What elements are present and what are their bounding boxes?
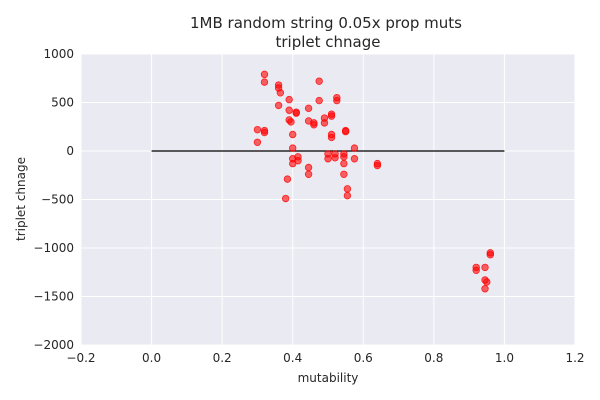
data-point-44 — [340, 159, 348, 168]
data-point-17 — [289, 144, 297, 152]
x-tick-label-0: −0.2 — [66, 351, 95, 365]
y-tick-label-2: −1000 — [33, 241, 74, 255]
data-point-41 — [331, 154, 339, 162]
data-point-51 — [343, 191, 352, 200]
x-tick-label-5: 0.8 — [424, 351, 443, 365]
data-point-15 — [253, 138, 262, 146]
data-point-16 — [289, 130, 297, 139]
data-point-39 — [327, 133, 336, 142]
data-point-11 — [287, 118, 295, 126]
y-axis-label: triplet chnage — [14, 157, 28, 241]
x-tick-label-6: 1.0 — [495, 351, 514, 365]
chart-title-line-1: 1MB random string 0.05x prop muts — [190, 14, 462, 32]
data-point-50 — [343, 185, 352, 193]
data-point-43 — [333, 96, 341, 105]
x-ticks: −0.2 0.0 0.2 0.4 0.6 0.8 1.0 1.2 — [66, 351, 584, 365]
data-point-53 — [350, 155, 359, 163]
x-tick-label-7: 1.2 — [565, 351, 584, 365]
data-point-12 — [253, 125, 262, 134]
data-point-14 — [260, 128, 269, 137]
data-point-45 — [340, 170, 348, 178]
data-point-22 — [283, 175, 292, 183]
data-point-0 — [260, 70, 269, 79]
data-point-49 — [341, 127, 350, 136]
data-point-6 — [285, 95, 293, 104]
data-point-29 — [310, 121, 318, 129]
data-point-21 — [289, 159, 297, 168]
data-point-31 — [315, 96, 323, 105]
data-point-5 — [274, 101, 283, 110]
data-point-61 — [481, 285, 489, 293]
data-point-25 — [304, 170, 313, 178]
y-tick-label-0: −2000 — [33, 338, 74, 352]
data-point-37 — [327, 112, 336, 120]
data-point-1 — [260, 78, 269, 86]
data-point-60 — [483, 278, 491, 286]
y-tick-label-4: 0 — [66, 144, 74, 158]
data-point-26 — [304, 104, 313, 113]
data-point-24 — [304, 163, 313, 172]
x-tick-label-4: 0.6 — [354, 351, 373, 365]
data-point-55 — [373, 161, 382, 170]
grid — [80, 53, 576, 346]
y-tick-label-1: −1500 — [33, 290, 74, 304]
x-tick-label-3: 0.4 — [283, 351, 302, 365]
x-axis-label: mutability — [298, 371, 359, 385]
x-tick-label-2: 0.2 — [213, 351, 232, 365]
data-point-4 — [276, 89, 285, 97]
data-point-58 — [481, 263, 489, 272]
data-point-23 — [281, 194, 290, 203]
chart-title-line-2: triplet chnage — [276, 33, 381, 51]
data-point-7 — [285, 106, 293, 114]
data-point-63 — [486, 251, 495, 259]
data-point-57 — [472, 266, 480, 275]
data-point-52 — [350, 144, 359, 152]
points — [253, 70, 495, 293]
data-point-33 — [320, 119, 329, 127]
data-point-47 — [340, 153, 348, 161]
x-tick-label-1: 0.0 — [142, 351, 161, 365]
y-tick-label-5: 500 — [51, 96, 74, 110]
data-point-35 — [324, 155, 332, 163]
data-point-9 — [292, 109, 300, 117]
y-tick-label-6: 1000 — [43, 47, 74, 61]
data-point-30 — [315, 77, 323, 85]
y-ticks: −2000 −1500 −1000 −500 0 500 1000 — [33, 47, 74, 352]
y-tick-label-3: −500 — [41, 193, 74, 207]
